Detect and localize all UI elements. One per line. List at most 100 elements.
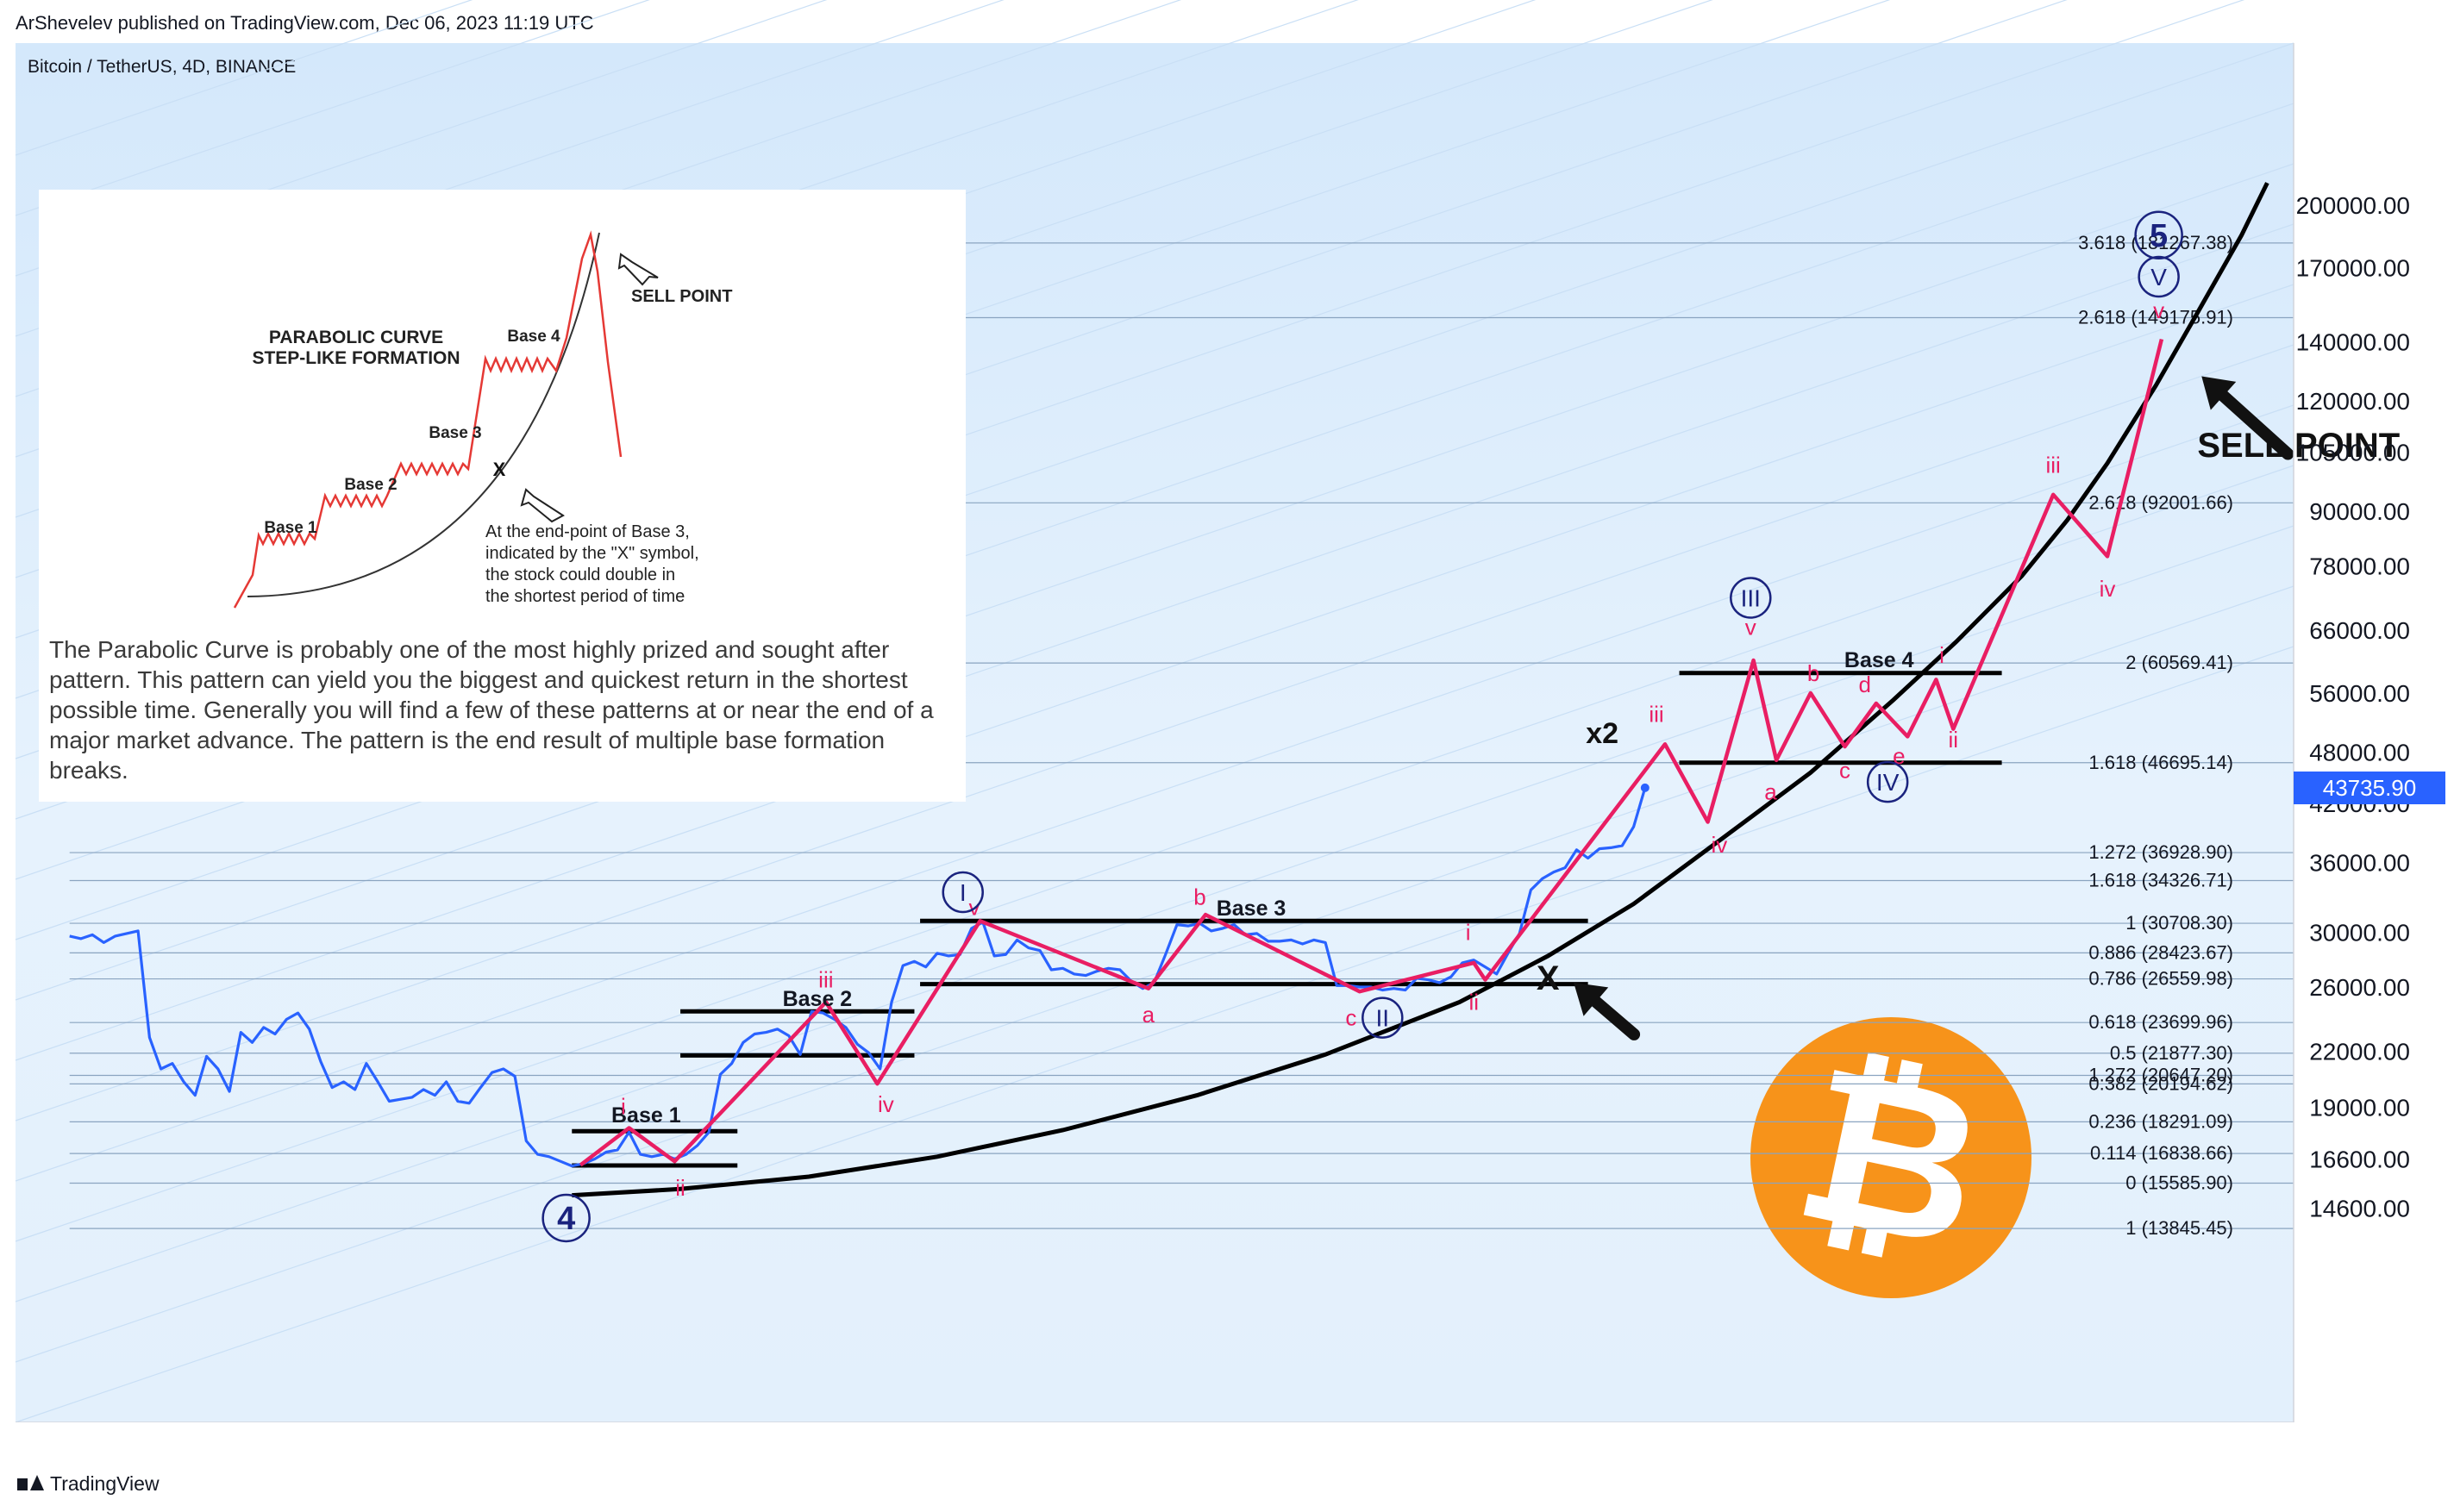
fib-level-label: 3.618 (181267.38) <box>2078 232 2233 253</box>
grid-line <box>15 284 2294 1061</box>
wave-circle-icon <box>1362 997 1404 1039</box>
publish-info: ArShevelev published on TradingView.com,… <box>16 12 594 34</box>
fib-level-label: 0 (15585.90) <box>2125 1171 2233 1193</box>
price-tick-label[interactable]: 78000.00 <box>2309 553 2410 580</box>
wave-label: a <box>1142 1002 1155 1028</box>
inset-title-line1: PARABOLIC CURVE <box>269 328 443 347</box>
x-point-arrow-icon <box>1574 982 1609 1016</box>
wave-circle-icon <box>1866 760 1909 803</box>
wave-label: iv <box>878 1091 894 1117</box>
wave-label: iii <box>818 967 833 993</box>
price-tick-label[interactable]: 16600.00 <box>2309 1146 2410 1172</box>
base-label: Base 1 <box>611 1103 681 1128</box>
wave-label: c <box>1839 757 1850 783</box>
wave-label: a <box>1764 778 1777 804</box>
price-tick-label[interactable]: 22000.00 <box>2309 1038 2410 1065</box>
current-price-badge: 43735.90 <box>2294 771 2445 804</box>
price-tick-label[interactable]: 19000.00 <box>2309 1094 2410 1121</box>
grid-line <box>15 525 2294 1303</box>
wave-label: v <box>2153 297 2164 323</box>
wave-label: iii <box>1649 701 1663 727</box>
fib-level-label: 2.618 (92001.66) <box>2088 491 2233 513</box>
inset-sell-label: SELL POINT <box>631 287 732 306</box>
fib-levels: 3.618 (181267.38) 2.618 (149175.91) 2.618 … <box>69 232 2294 1239</box>
price-tick-label[interactable]: 36000.00 <box>2309 849 2410 876</box>
price-tick-label[interactable]: 170000.00 <box>2296 254 2410 281</box>
grid-line <box>15 0 828 277</box>
wave-label: c <box>1345 1005 1356 1031</box>
fib-level-label: 2 (60569.41) <box>2125 652 2233 673</box>
inset-x-arrow-icon <box>520 488 565 523</box>
tradingview-logo-icon <box>17 1474 44 1494</box>
price-tick-label[interactable]: 90000.00 <box>2309 498 2410 525</box>
chart-annotation: x2 <box>1586 717 1618 750</box>
wave-label: i <box>1939 642 1944 668</box>
wave-label: ii <box>1468 989 1479 1015</box>
price-tick-label[interactable]: 120000.00 <box>2296 388 2410 415</box>
wave-circle-label: I <box>960 879 967 906</box>
price-tick-label[interactable]: 48000.00 <box>2309 739 2410 765</box>
fib-level-label: 1.618 (34326.71) <box>2088 870 2233 891</box>
price-tick-label[interactable]: 66000.00 <box>2309 617 2410 644</box>
price-tick-label[interactable]: 105000.00 <box>2296 440 2410 466</box>
fib-level-label: 1.618 (46695.14) <box>2088 752 2233 773</box>
wave-label: ii <box>675 1175 685 1201</box>
chart-annotation: SELL POINT <box>2197 427 2400 465</box>
wave-circle-icon <box>2134 210 2183 260</box>
wave-label: v <box>1745 615 1756 640</box>
inset-base-label-1: Base 1 <box>264 519 317 537</box>
parabolic-info-panel: The Parabolic Curve is probably one of t… <box>39 190 966 802</box>
grid-line <box>15 646 2294 1423</box>
price-line <box>69 787 1647 1168</box>
sell-point-arrow-shaft <box>2217 390 2294 460</box>
wave-circle-icon <box>542 1193 591 1243</box>
base-label: Base 4 <box>1844 648 1914 672</box>
x-point-arrow-shaft <box>1589 996 1641 1040</box>
wave-circle-icon <box>2138 255 2180 298</box>
symbol-label[interactable]: Bitcoin / TetherUS, 4D, BINANCE <box>28 57 297 77</box>
wave-circle-label: III <box>1741 585 1761 612</box>
wave-label: iii <box>2045 453 2060 478</box>
elliott-wave-path <box>579 338 2164 1167</box>
wave-circle-label: IV <box>1876 769 1900 796</box>
sell-point-arrow-icon <box>2201 376 2237 410</box>
price-tick-label[interactable]: 200000.00 <box>2296 192 2410 219</box>
grid-line <box>15 163 2294 940</box>
wave-label: ii <box>1949 727 1959 753</box>
fib-level-label: 1.272 (20647.20) <box>2088 1064 2233 1085</box>
tradingview-brand-label: TradingView <box>50 1472 160 1495</box>
price-tick-label[interactable]: 26000.00 <box>2309 974 2410 1001</box>
price-tick-label[interactable]: 140000.00 <box>2296 329 2410 356</box>
tradingview-brand[interactable]: TradingView <box>17 1472 160 1496</box>
inset-caption-line-1: At the end-point of Base 3, <box>485 522 690 541</box>
inset-sell-arrow-icon <box>617 253 659 286</box>
wave-label: i <box>621 1093 626 1119</box>
wave-circle-icon <box>942 871 984 914</box>
wave-label: d <box>1858 672 1870 697</box>
wave-label: e <box>1893 743 1905 769</box>
grid-line <box>15 0 473 156</box>
fib-level-label: 1 (13845.45) <box>2125 1217 2233 1239</box>
wave-label: b <box>1807 660 1819 686</box>
base-label: Base 3 <box>1217 897 1286 921</box>
wave-label: i <box>1466 919 1471 945</box>
fib-level-label: 2.618 (149175.91) <box>2078 306 2233 328</box>
fib-level-label: 0.236 (18291.09) <box>2088 1110 2233 1132</box>
price-tick-label[interactable]: 14600.00 <box>2309 1196 2410 1222</box>
base-label: Base 2 <box>783 987 853 1011</box>
fib-level-label: 1 (30708.30) <box>2125 912 2233 934</box>
grid-line <box>15 0 650 216</box>
inset-caption-line-3: the stock could double in <box>485 565 675 584</box>
inset-base-label-2: Base 2 <box>344 476 397 494</box>
wave-label: iv <box>1711 832 1727 858</box>
fib-level-label: 0.5 (21877.30) <box>2110 1042 2233 1064</box>
price-axis[interactable]: 200000.00 170000.00 140000.00 120000.00 1050… <box>2293 43 2410 1422</box>
wave-circle-label: 5 <box>2150 218 2168 254</box>
fib-level-label: 0.114 (16838.66) <box>2090 1142 2233 1164</box>
fib-level-label: 0.886 (28423.67) <box>2088 941 2233 963</box>
price-tick-label[interactable]: 30000.00 <box>2309 919 2410 946</box>
price-tick-label[interactable]: 56000.00 <box>2309 680 2410 707</box>
inset-title-line2: STEP-LIKE FORMATION <box>252 348 460 368</box>
parabolic-description: The Parabolic Curve is probably one of t… <box>49 636 934 784</box>
